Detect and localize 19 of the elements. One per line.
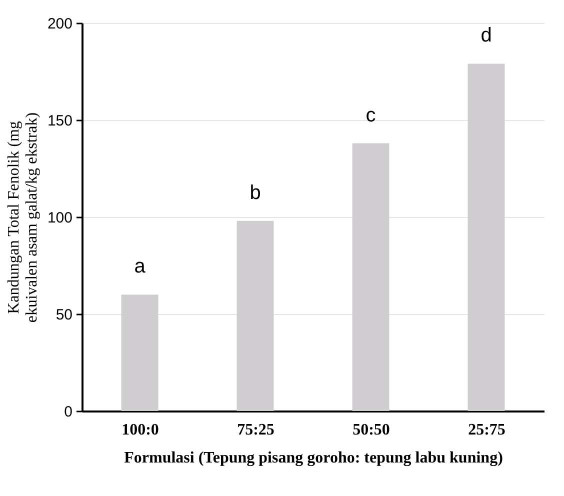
y-tick-label: 50	[56, 306, 72, 324]
y-tick-label: 150	[47, 112, 72, 130]
annotation: a	[134, 256, 146, 278]
y-axis-title: Kandungan Total Fenolik (mg ekuivalen asam galat/kg ekstrak)	[5, 112, 40, 323]
x-tick-label: 100:0	[122, 422, 159, 438]
x-tick-label: 50:50	[352, 422, 390, 438]
x-axis-title: Formulasi (Tepung pisang goroho: tepung labu kuning)	[124, 450, 503, 466]
annotation: c	[366, 104, 376, 126]
x-tick-label: 25:75	[468, 422, 506, 438]
bar	[468, 64, 505, 411]
annotation: d	[480, 24, 492, 47]
bar	[236, 220, 274, 411]
y-tick-label: 0	[64, 404, 72, 420]
bar	[121, 294, 158, 411]
y-tick-label: 100	[47, 210, 72, 226]
annotation: b	[250, 182, 261, 204]
bar	[352, 143, 390, 411]
x-tick-label: 75:25	[237, 422, 274, 438]
y-tick-label: 200	[47, 16, 72, 32]
